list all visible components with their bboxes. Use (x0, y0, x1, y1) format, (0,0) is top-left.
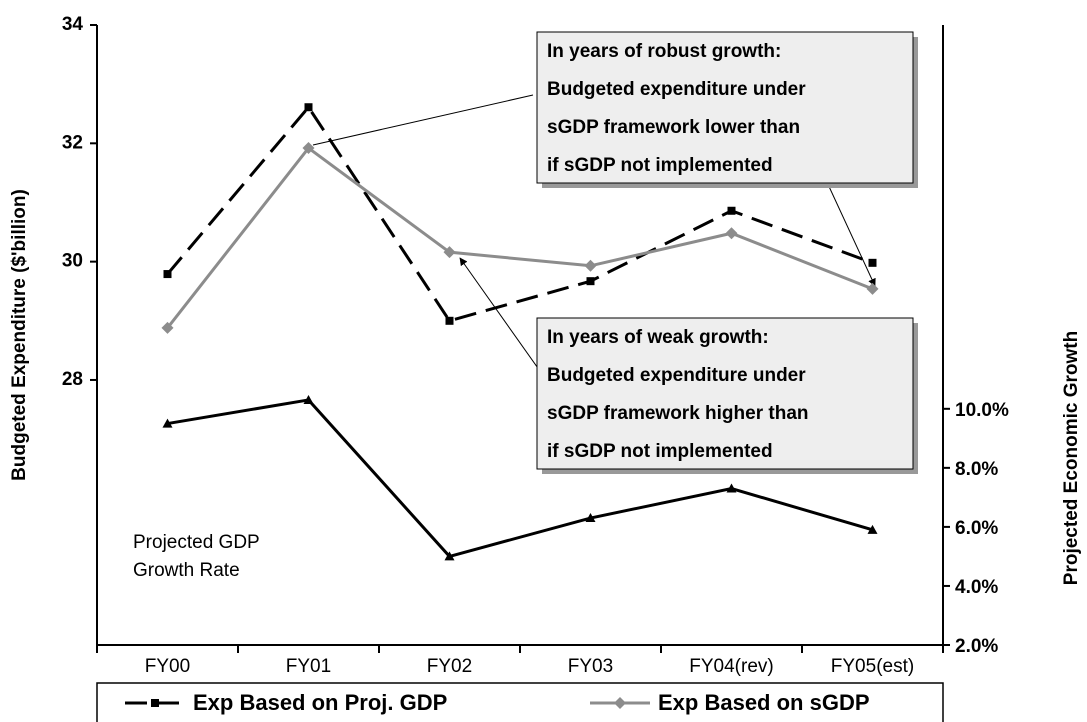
series-line (167, 398, 873, 559)
y-tick-label: 32 (62, 132, 83, 153)
y2-tick-label: 6.0% (955, 518, 998, 539)
marker (444, 551, 455, 561)
marker (614, 697, 626, 709)
annotation-text: sGDP framework higher than (547, 403, 809, 424)
annotation-text: Budgeted expenditure under (547, 79, 806, 100)
y2-axis-label: Projected Economic Growth (1061, 331, 1082, 585)
marker (866, 282, 879, 295)
marker (584, 259, 597, 272)
annotation-text: Projected GDP (133, 532, 260, 553)
y-tick-label: 30 (62, 251, 83, 272)
marker (867, 524, 878, 534)
annotation-text: In years of weak growth: (547, 327, 769, 348)
annotation-text: In years of robust growth: (547, 41, 781, 62)
y2-tick-label: 8.0% (955, 459, 998, 480)
annotation-text: Budgeted expenditure under (547, 365, 806, 386)
y2-tick-label: 4.0% (955, 577, 998, 598)
x-tick-label: FY00 (145, 656, 190, 677)
legend-box (96, 682, 944, 722)
annotation-robust (312, 31, 918, 287)
marker (726, 483, 737, 493)
series-line (166, 104, 874, 323)
series-line (166, 145, 874, 329)
marker (443, 246, 456, 259)
marker (586, 277, 595, 286)
marker (302, 142, 315, 155)
marker (868, 258, 877, 267)
marker (445, 316, 454, 325)
y2-tick-label: 2.0% (955, 636, 998, 657)
annotation-text: sGDP framework lower than (547, 117, 800, 138)
x-tick-label: FY01 (286, 656, 331, 677)
x-tick-label: FY02 (427, 656, 472, 677)
marker (725, 227, 738, 240)
y2-tick-label: 10.0% (955, 400, 1009, 421)
y-tick-label: 28 (62, 369, 83, 390)
legend-label: Exp Based on Proj. GDP (193, 690, 447, 715)
annotation-weak (459, 257, 918, 474)
x-tick-label: FY03 (568, 656, 613, 677)
annotation-text: if sGDP not implemented (547, 155, 773, 176)
x-tick-label: FY05(est) (831, 656, 914, 677)
marker (162, 418, 173, 428)
marker (304, 103, 313, 112)
annotation-text: if sGDP not implemented (547, 441, 773, 462)
annotation-text: Growth Rate (133, 560, 240, 581)
x-tick-label: FY04(rev) (689, 656, 773, 677)
y-axis-label: Budgeted Expenditure ($'billion) (9, 189, 30, 481)
marker (163, 270, 172, 279)
y-tick-label: 34 (62, 14, 84, 35)
marker (151, 699, 159, 707)
marker (161, 321, 174, 334)
marker (585, 513, 596, 523)
marker (303, 394, 314, 404)
legend-label: Exp Based on sGDP (658, 690, 870, 715)
marker (727, 206, 736, 215)
